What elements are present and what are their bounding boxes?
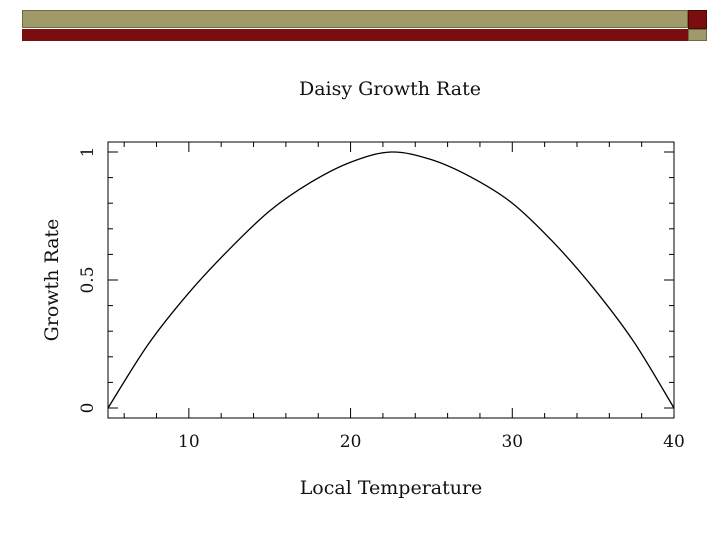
y-tick-label: 0 <box>78 403 98 414</box>
axis-ticks <box>108 142 675 418</box>
header-banner-bottom <box>22 29 688 41</box>
plot-frame <box>107 141 675 419</box>
header-corner-square-bottom <box>688 29 707 41</box>
y-axis-label: Growth Rate <box>41 219 63 342</box>
growth-rate-curve <box>107 151 675 409</box>
x-axis-label: Local Temperature <box>300 477 483 499</box>
chart-title: Daisy Growth Rate <box>299 78 481 100</box>
y-tick-label: 1 <box>78 147 98 158</box>
x-tick-label: 10 <box>178 432 200 452</box>
y-tick-label: 0.5 <box>78 266 98 293</box>
header-banner-top <box>22 10 688 28</box>
x-tick-label: 40 <box>663 432 685 452</box>
header-corner-square-top <box>688 10 707 29</box>
x-tick-label: 30 <box>501 432 523 452</box>
x-tick-label: 20 <box>340 432 362 452</box>
axis-tick-labels: 10 20 30 40 0 0.5 1 <box>78 147 685 452</box>
